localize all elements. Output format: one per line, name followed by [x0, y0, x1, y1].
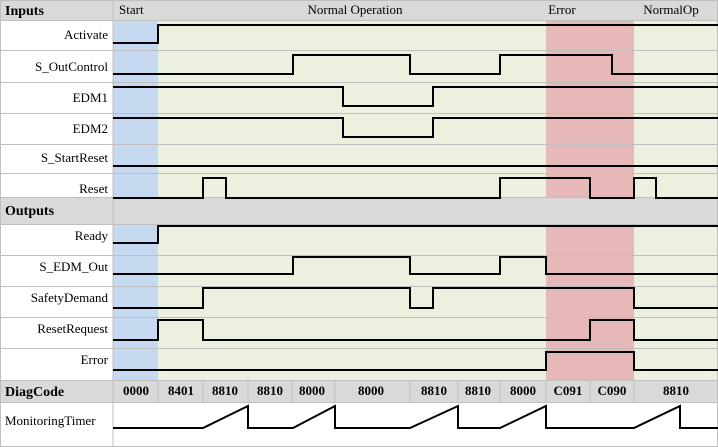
diag-code-11: C090 — [598, 383, 627, 398]
wave-error — [113, 351, 718, 371]
diag-code-10: C091 — [554, 383, 583, 398]
wave-resetrequest — [113, 319, 718, 341]
diagcode-header-bar — [0, 380, 718, 402]
signal-label-ready: Ready — [75, 228, 109, 243]
outputs-header: Outputs — [5, 204, 55, 219]
signal-label-s-edm-out: S_EDM_Out — [39, 259, 108, 274]
signal-label-safetydemand: SafetyDemand — [31, 290, 109, 305]
phase-band-start-0-0 — [113, 20, 158, 197]
phase-band-normal-1-1 — [158, 224, 546, 380]
wave-reset — [113, 177, 718, 199]
signal-label-edm2: EDM2 — [73, 121, 108, 136]
background-layer — [0, 0, 718, 402]
phase-band-normal-3-0 — [634, 20, 718, 197]
diag-code-5: 8000 — [299, 383, 325, 398]
diagcode-header: DiagCode — [5, 385, 64, 400]
signal-label-resetrequest: ResetRequest — [37, 321, 108, 336]
signal-label-reset: Reset — [79, 181, 108, 196]
waveform-layer — [113, 24, 718, 429]
outputs-header-bar — [0, 197, 718, 224]
phase-band-error-2-1 — [546, 224, 634, 380]
diag-code-12: 8810 — [663, 383, 689, 398]
diag-code-6: 8000 — [358, 383, 384, 398]
phase-band-start-0-1 — [113, 224, 158, 380]
signal-label-error: Error — [81, 352, 109, 367]
diag-code-4: 8810 — [257, 383, 283, 398]
phase-band-normal-3-1 — [634, 224, 718, 380]
phase-label-normalop: NormalOp — [643, 2, 699, 17]
wave-edm2 — [113, 117, 718, 138]
signal-label-s-outcontrol: S_OutControl — [35, 59, 108, 74]
wave-ready — [113, 225, 718, 244]
diag-code-9: 8000 — [510, 383, 536, 398]
signal-label-edm1: EDM1 — [73, 90, 108, 105]
signal-label-s-startreset: S_StartReset — [41, 150, 109, 165]
signal-label-activate: Activate — [64, 27, 108, 42]
phase-label-start: Start — [119, 2, 144, 17]
inputs-header-bar — [0, 0, 718, 20]
diag-code-3: 8810 — [212, 383, 238, 398]
wave-activate — [113, 24, 718, 44]
wave-s-edm-out — [113, 256, 718, 275]
diag-code-8: 8810 — [465, 383, 491, 398]
diag-code-2: 8401 — [168, 383, 194, 398]
diag-code-1: 0000 — [123, 383, 149, 398]
phase-label-error: Error — [548, 2, 576, 17]
inputs-header: Inputs — [5, 4, 44, 19]
phase-band-normal-1-0 — [158, 20, 546, 197]
diag-code-7: 8810 — [421, 383, 447, 398]
wave-s-outcontrol — [113, 54, 718, 75]
wave-edm1 — [113, 86, 718, 107]
phase-band-error-2-0 — [546, 20, 634, 197]
monitoring-timer-label: MonitoringTimer — [5, 413, 96, 428]
wave-safetydemand — [113, 287, 718, 309]
wave-monitoring-timer — [113, 404, 718, 429]
phase-label-normal-operation: Normal Operation — [308, 2, 403, 17]
